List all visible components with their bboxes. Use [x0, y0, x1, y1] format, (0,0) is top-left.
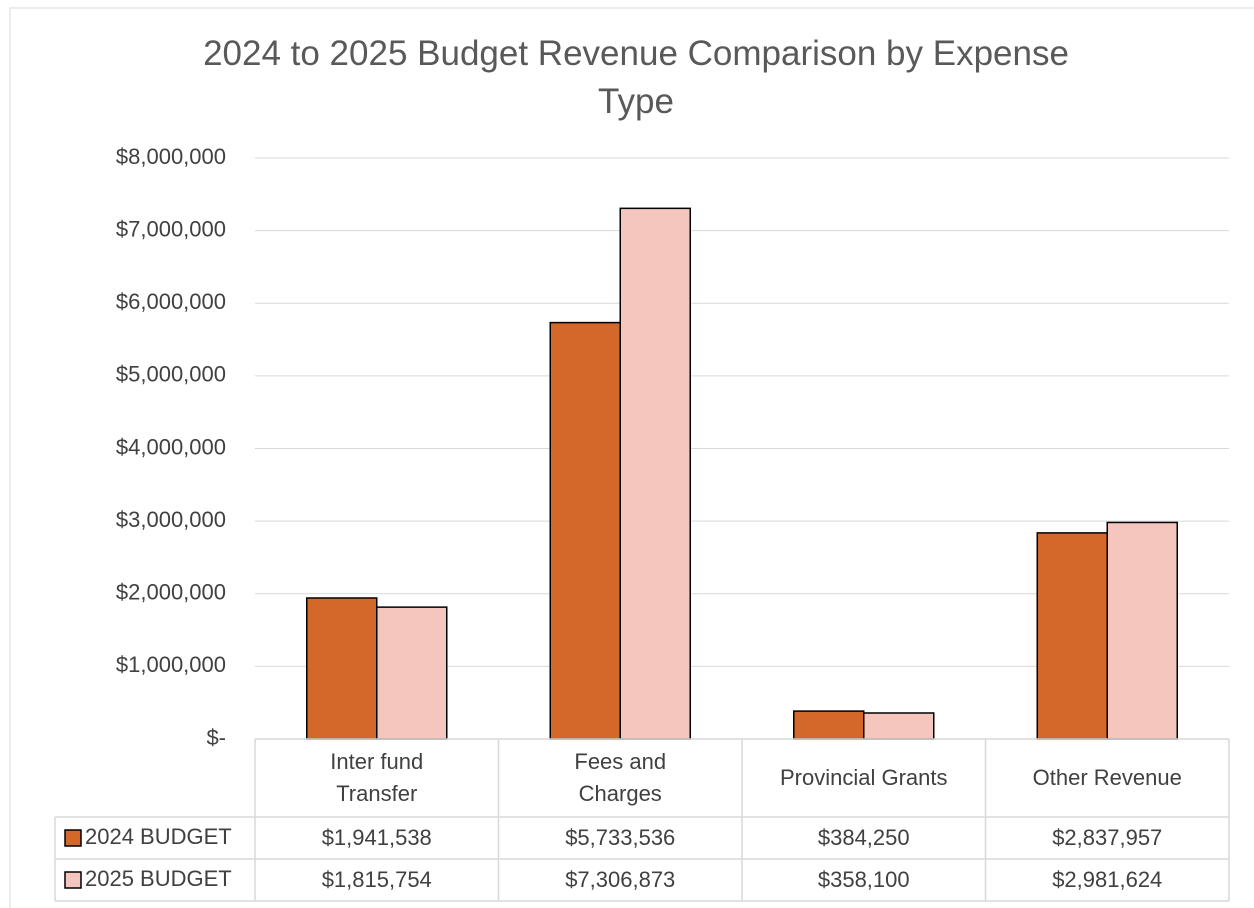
- y-tick-label: $5,000,000: [116, 362, 226, 387]
- y-tick-label: $8,000,000: [116, 144, 226, 169]
- y-tick-label: $1,000,000: [116, 652, 226, 677]
- table-value: $1,941,538: [321, 825, 432, 850]
- legend-swatch: [64, 829, 82, 847]
- chart-frame: [9, 7, 1254, 908]
- bar: [793, 710, 865, 740]
- legend-swatch: [64, 871, 82, 889]
- legend-label: 2024 BUDGET: [85, 824, 232, 849]
- bar: [863, 712, 935, 740]
- y-tick-label: $-: [206, 725, 226, 750]
- y-tick-label: $4,000,000: [116, 434, 226, 459]
- bar: [306, 597, 378, 740]
- table-value: $384,250: [817, 825, 910, 850]
- y-tick-label: $2,000,000: [116, 580, 226, 605]
- bar: [1106, 521, 1178, 740]
- category-label: Provincial Grants: [779, 765, 948, 790]
- table-value: $5,733,536: [565, 825, 676, 850]
- legend-label: 2025 BUDGET: [85, 866, 232, 891]
- table-value: $2,837,957: [1052, 825, 1163, 850]
- bar: [619, 207, 691, 740]
- y-tick-label: $6,000,000: [116, 289, 226, 314]
- y-tick-label: $3,000,000: [116, 507, 226, 532]
- category-label: Other Revenue: [1032, 765, 1182, 790]
- bar: [376, 606, 448, 740]
- table-value: $2,981,624: [1052, 867, 1163, 892]
- y-tick-label: $7,000,000: [116, 216, 226, 241]
- category-label: Fees and Charges: [574, 749, 667, 806]
- table-value: $358,100: [817, 867, 910, 892]
- chart-title: 2024 to 2025 Budget Revenue Comparison b…: [203, 34, 1069, 121]
- table-value: $7,306,873: [565, 867, 676, 892]
- bar: [1036, 532, 1108, 740]
- bar: [549, 321, 621, 740]
- table-value: $1,815,754: [321, 867, 432, 892]
- category-label: Inter fund Transfer: [330, 749, 424, 806]
